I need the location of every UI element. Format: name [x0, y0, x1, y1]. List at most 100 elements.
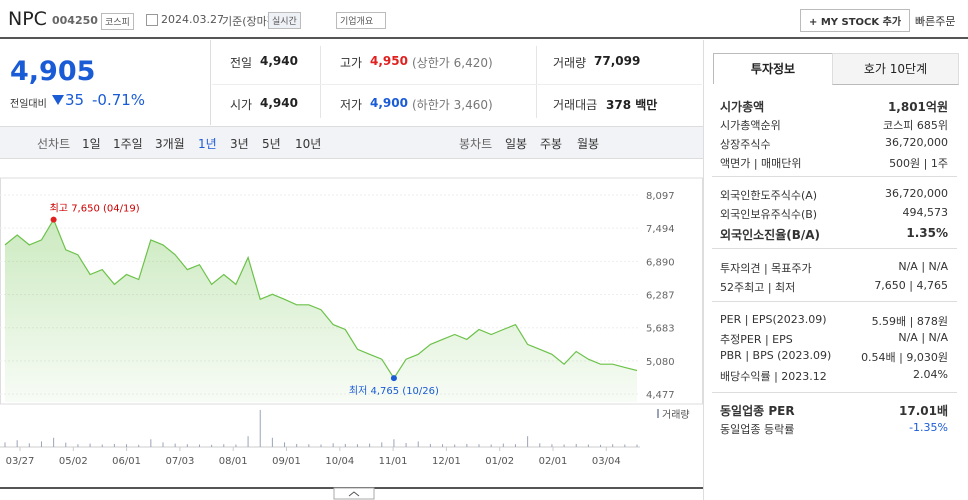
volume-bar	[174, 443, 176, 447]
row-label: 상장주식수	[720, 138, 771, 151]
summary-value: 4,940	[260, 54, 298, 68]
column-divider	[320, 46, 321, 118]
row-label: 투자의견 | 목표주가	[720, 262, 812, 275]
high-label: 최고 7,650 (04/19)	[50, 203, 140, 215]
x-tick-label: 12/01	[432, 456, 461, 467]
realtime-button[interactable]: 실시간	[268, 12, 301, 29]
volume-bar	[16, 440, 18, 447]
period-tab[interactable]: 1주일	[113, 137, 143, 151]
volume-bar	[429, 443, 431, 447]
row-label: PER | EPS(2023.09)	[720, 313, 827, 326]
volume-bar	[259, 410, 261, 447]
candle-tab[interactable]: 주봉	[540, 137, 563, 151]
x-tick-label: 02/01	[539, 456, 568, 467]
volume-bar	[296, 443, 298, 447]
price-area	[5, 219, 637, 402]
row-value: N/A | N/A	[898, 260, 948, 273]
summary-sub: (상한가 6,420)	[412, 56, 493, 70]
tab-label: 봉차트	[459, 137, 493, 151]
collapse-button	[333, 487, 375, 500]
quote-box	[0, 40, 211, 125]
market-badge: 코스피	[101, 13, 134, 30]
candle-tab[interactable]: 월봉	[577, 137, 600, 151]
stock-code: 004250	[52, 14, 98, 27]
volume-bar	[381, 442, 383, 447]
summary-label: 저가	[340, 98, 363, 112]
separator	[712, 392, 957, 393]
summary-label: 거래대금	[553, 98, 598, 112]
y-tick-label: 5,683	[646, 324, 675, 335]
summary-label: 시가	[230, 98, 253, 112]
volume-bar	[466, 443, 468, 447]
separator	[712, 248, 957, 249]
volume-bar	[417, 441, 419, 447]
volume-bar	[162, 442, 164, 447]
volume-bar	[442, 444, 444, 447]
row-value: 1.35%	[906, 226, 948, 240]
summary-value: 4,950	[370, 54, 408, 68]
row-label: 시가총액순위	[720, 119, 781, 132]
row-label: 52주최고 | 최저	[720, 281, 796, 294]
row-label: PBR | BPS (2023.09)	[720, 349, 832, 362]
y-tick-label: 5,080	[646, 357, 675, 368]
side-tab[interactable]: 호가 10단계	[832, 53, 959, 85]
row-label: 추정PER | EPS	[720, 333, 793, 346]
tab-label: 선차트	[37, 137, 71, 151]
volume-bar	[527, 436, 529, 447]
quick-order[interactable]: 빠른주문	[915, 15, 956, 28]
volume-legend-mark	[657, 409, 659, 418]
volume-bar	[186, 444, 188, 447]
row-value: 7,650 | 4,765	[874, 279, 948, 292]
x-tick-label: 03/27	[6, 456, 35, 467]
change: 35	[65, 91, 85, 109]
period-tab[interactable]: 3개월	[155, 137, 185, 151]
row-label: 외국인보유주식수(B)	[720, 208, 818, 221]
volume-bar	[284, 442, 286, 447]
period-tab[interactable]: 3년	[230, 137, 249, 151]
period-tab[interactable]: 5년	[262, 137, 281, 151]
row-label: 외국인한도주식수(A)	[720, 189, 818, 202]
volume-bar	[113, 443, 115, 447]
volume-bar	[198, 444, 200, 447]
volume-bar	[28, 443, 30, 447]
x-tick-label: 07/03	[165, 456, 194, 467]
x-tick-label: 05/02	[59, 456, 88, 467]
row-value: 17.01배	[899, 404, 948, 418]
x-tick-label: 08/01	[219, 456, 248, 467]
volume-bar	[332, 443, 334, 447]
chart: 8,097 7,494 6,890 6,287 5,683 5,080 4,477 최고 7,…	[0, 177, 703, 500]
overview-button[interactable]: 기업개요	[336, 12, 387, 29]
separator	[712, 176, 957, 177]
side-tab[interactable]: 투자정보	[713, 53, 833, 84]
volume-bar	[490, 444, 492, 447]
volume-bar	[53, 437, 55, 447]
row-label: 시가총액	[720, 100, 765, 114]
volume-bar	[126, 444, 128, 447]
mystock-button[interactable]: + MY STOCK 추가	[800, 9, 911, 32]
volume-bar	[77, 444, 79, 447]
volume-bar	[405, 442, 407, 447]
volume-bar	[478, 444, 480, 447]
separator	[712, 301, 957, 302]
volume-bar	[4, 442, 6, 447]
volume-bar	[89, 443, 91, 447]
x-tick-label: 01/02	[485, 456, 514, 467]
period-tab[interactable]: 1일	[82, 137, 101, 151]
period-tab[interactable]: 10년	[295, 137, 322, 151]
period-tab[interactable]: 1년	[198, 137, 217, 151]
volume-bar	[308, 444, 310, 447]
side-panel	[703, 40, 968, 500]
candle-tab[interactable]: 일봉	[505, 137, 528, 151]
row-value: N/A | N/A	[898, 331, 948, 344]
volume-bar	[356, 444, 358, 447]
tab-bar	[0, 126, 703, 159]
row-value: 5.59배 | 878원	[871, 315, 948, 328]
volume-bar	[502, 443, 504, 447]
volume-bar	[636, 444, 638, 447]
volume-legend: 거래량	[662, 409, 690, 421]
volume-bar	[600, 444, 602, 447]
row-value: 코스피 685위	[883, 119, 948, 132]
date: 2024.03.27	[161, 13, 224, 26]
volume-bar	[563, 444, 565, 447]
